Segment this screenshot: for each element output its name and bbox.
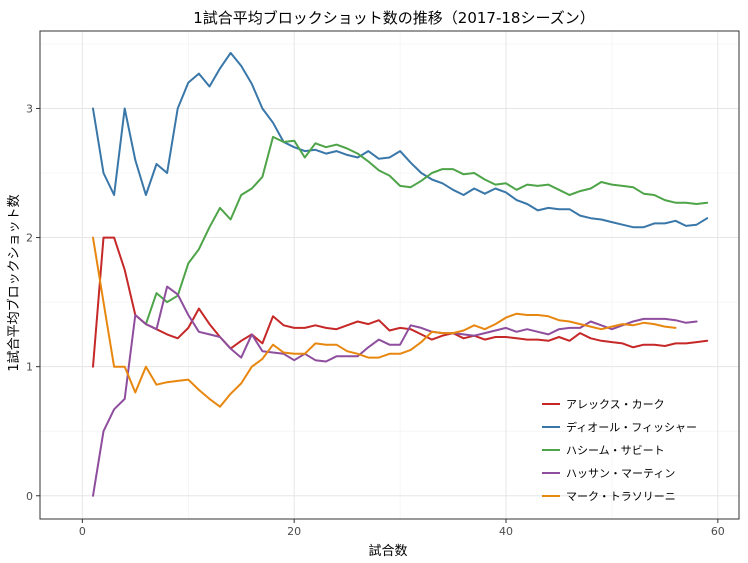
series-line-5 [92,236,677,408]
y-tick-label: 0 [26,490,33,503]
series-line-1 [92,236,709,368]
legend-label-1: アレックス・カーク [566,398,665,411]
plot-panel-border [39,30,740,520]
series-lines [92,51,709,497]
series-line-3 [144,135,709,326]
legend-label-2: ディオール・フィッシャー [566,420,697,434]
x-tick-label: 40 [499,525,513,538]
x-tick-label: 60 [711,525,725,538]
x-tick-label: 20 [287,525,301,538]
y-axis-title: 1試合平均ブロックショット数 [6,194,22,371]
series-line-2 [92,51,709,229]
y-tick-label: 2 [26,232,33,245]
x-tick-label: 0 [79,525,86,538]
x-axis-title: 試合数 [368,543,407,559]
legend-label-3: ハシーム・サビート [566,444,665,457]
y-tick-label: 1 [26,361,33,374]
legend-label-4: ハッサン・マーティン [566,467,675,480]
legend: アレックス・カークディオール・フィッシャーハシーム・サビートハッサン・マーティン… [542,398,697,503]
series-line-4 [92,285,698,497]
legend-label-5: マーク・トラソリーニ [566,490,676,503]
chart-title: 1試合平均ブロックショット数の推移（2017-18シーズン） [193,9,594,27]
y-tick-label: 3 [26,102,33,115]
grid [40,31,739,519]
axes: 0 20 40 60 0 1 2 3 [26,102,725,538]
